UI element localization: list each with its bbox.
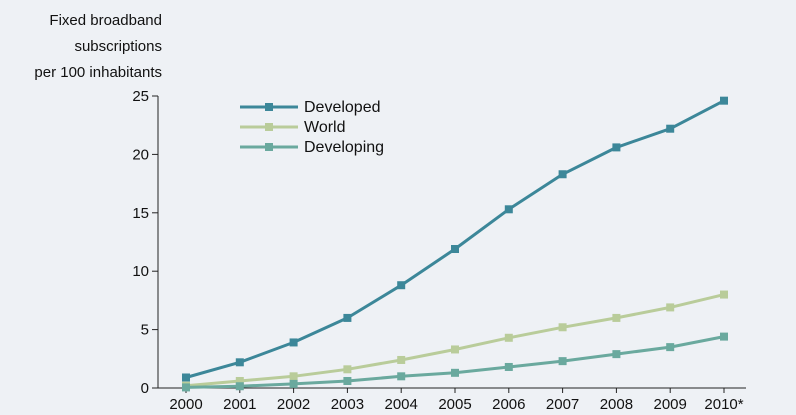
- data-point: [558, 357, 567, 366]
- x-tick-label: 2009: [654, 396, 687, 413]
- data-point: [666, 343, 675, 352]
- data-point: [343, 376, 352, 385]
- y-tick-label: 0: [141, 380, 149, 397]
- data-point: [182, 383, 190, 392]
- series-layer: [182, 96, 728, 392]
- y-axis-label-line: subscriptions: [74, 38, 162, 55]
- legend-swatch-marker: [265, 143, 273, 151]
- data-point: [397, 355, 406, 364]
- y-tick-label: 25: [132, 88, 149, 105]
- data-point: [504, 205, 513, 214]
- x-tick-label: 2006: [492, 396, 525, 413]
- data-point: [558, 323, 567, 332]
- data-point: [666, 124, 675, 133]
- legend-label: World: [304, 119, 346, 136]
- data-point: [504, 333, 513, 342]
- legend-label: Developing: [304, 139, 384, 156]
- y-tick-label: 20: [132, 146, 149, 163]
- x-tick-label: 2000: [169, 396, 202, 413]
- legend-swatch-marker: [265, 123, 273, 131]
- series-developed: [182, 96, 728, 382]
- series-line: [185, 99, 725, 379]
- x-tick-label: 2003: [331, 396, 364, 413]
- data-point: [289, 338, 298, 347]
- data-point: [343, 313, 352, 322]
- x-tick-label: 2001: [223, 396, 256, 413]
- series-developing: [182, 332, 728, 392]
- legend-label: Developed: [304, 99, 381, 116]
- data-point: [182, 373, 190, 382]
- legend-item: World: [240, 119, 346, 136]
- data-point: [397, 372, 406, 381]
- data-point: [451, 345, 459, 354]
- x-tick-label: 2010*: [704, 396, 743, 413]
- data-point: [289, 372, 298, 381]
- data-point: [451, 245, 459, 254]
- data-point: [558, 170, 567, 179]
- data-point: [235, 382, 244, 391]
- legend: Developed World Developing: [240, 99, 384, 156]
- data-point: [666, 303, 675, 312]
- x-tick-label: 2007: [546, 396, 579, 413]
- x-tick-label: 2008: [600, 396, 633, 413]
- data-point: [612, 350, 621, 359]
- data-point: [612, 313, 621, 322]
- data-point: [343, 365, 352, 374]
- y-axis-label: Fixed broadband subscriptions per 100 in…: [34, 12, 162, 81]
- y-tick-label: 5: [141, 322, 149, 339]
- y-tick-label: 10: [132, 263, 149, 280]
- data-point: [289, 379, 298, 388]
- data-point: [397, 281, 406, 290]
- data-point: [451, 368, 459, 377]
- data-point: [720, 332, 728, 341]
- axes: 0 5 10 15 20 25 2000 2001 2002 2003 2004 2005 2006 20…: [132, 88, 746, 413]
- legend-item: Developed: [240, 99, 381, 116]
- legend-swatch-marker: [265, 103, 273, 111]
- x-tick-label: 2002: [277, 396, 310, 413]
- data-point: [235, 358, 244, 367]
- data-point: [235, 376, 244, 385]
- data-point: [720, 290, 728, 299]
- x-tick-label: 2005: [438, 396, 471, 413]
- data-point: [720, 96, 728, 105]
- y-axis-label-line: Fixed broadband: [49, 12, 162, 29]
- data-point: [504, 362, 513, 371]
- y-axis-label-line: per 100 inhabitants: [34, 64, 162, 81]
- y-tick-label: 15: [132, 205, 149, 222]
- x-tick-label: 2004: [385, 396, 418, 413]
- legend-item: Developing: [240, 139, 384, 156]
- data-point: [612, 143, 621, 152]
